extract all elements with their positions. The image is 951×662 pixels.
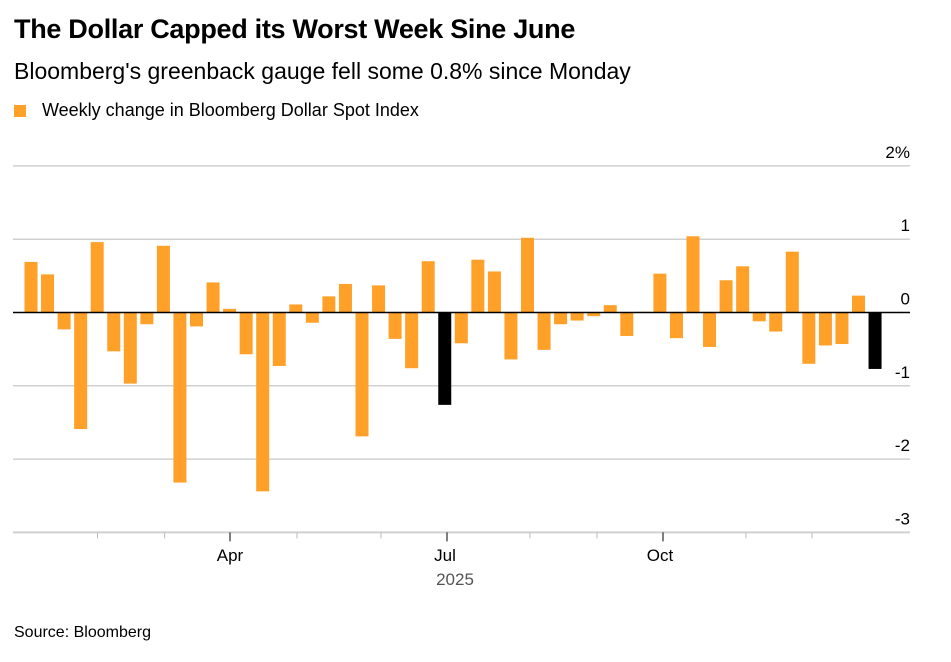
bar <box>504 312 518 360</box>
bar <box>852 295 865 313</box>
bar <box>719 280 733 313</box>
bar <box>305 312 319 323</box>
bar <box>487 271 501 313</box>
bar <box>272 312 286 367</box>
bar <box>289 304 303 313</box>
bar <box>41 274 55 313</box>
bar <box>74 312 88 430</box>
bar <box>372 285 386 313</box>
bar <box>256 312 270 492</box>
bar <box>140 312 154 325</box>
bar <box>239 312 253 355</box>
bar <box>123 312 137 384</box>
bar <box>24 261 38 313</box>
bar <box>156 245 170 313</box>
bar-highlighted <box>438 312 452 405</box>
legend-label: Weekly change in Bloomberg Dollar Spot I… <box>42 100 419 120</box>
bar <box>421 261 435 313</box>
bar <box>653 273 667 313</box>
bar <box>537 312 551 350</box>
bar <box>785 251 799 313</box>
y-tick-label: -2 <box>895 436 910 455</box>
bar-highlighted <box>868 312 882 369</box>
bar <box>57 312 71 330</box>
source-note: Source: Bloomberg <box>14 624 151 641</box>
bar <box>355 312 369 437</box>
bar <box>107 312 121 352</box>
bar <box>405 312 419 369</box>
y-tick-label: 1 <box>901 216 910 235</box>
bar <box>620 312 634 336</box>
bar <box>752 312 766 322</box>
bar <box>570 312 584 321</box>
bar <box>521 237 534 313</box>
bar <box>454 312 468 344</box>
legend-swatch <box>14 104 26 117</box>
x-tick-label-oct: Oct <box>647 546 674 565</box>
bar <box>669 312 683 339</box>
bar <box>736 266 750 313</box>
y-tick-label: 0 <box>901 290 910 309</box>
x-year-label: 2025 <box>436 570 474 589</box>
bar <box>190 312 203 327</box>
bar <box>802 312 816 364</box>
bar <box>471 259 485 313</box>
x-tick-label-apr: Apr <box>217 546 244 565</box>
bar <box>173 312 187 483</box>
bar <box>338 283 352 313</box>
x-tick-label-jul: Jul <box>434 546 456 565</box>
bar <box>322 296 336 313</box>
bar <box>603 305 617 313</box>
bar <box>554 312 568 325</box>
bar <box>90 242 104 313</box>
bar <box>223 308 237 313</box>
y-tick-label: 2% <box>885 143 910 162</box>
bar <box>206 282 220 313</box>
chart-title: The Dollar Capped its Worst Week Sine Ju… <box>14 14 576 44</box>
bar <box>818 312 832 346</box>
chart-subtitle: Bloomberg's greenback gauge fell some 0.… <box>14 58 631 84</box>
bar <box>703 312 717 347</box>
y-tick-label: -1 <box>895 363 910 382</box>
bar <box>388 312 402 339</box>
bar <box>686 236 700 313</box>
bar <box>835 312 849 345</box>
y-tick-label: -3 <box>895 509 910 528</box>
bar <box>587 312 601 317</box>
legend: Weekly change in Bloomberg Dollar Spot I… <box>14 100 419 121</box>
bar <box>769 312 783 332</box>
